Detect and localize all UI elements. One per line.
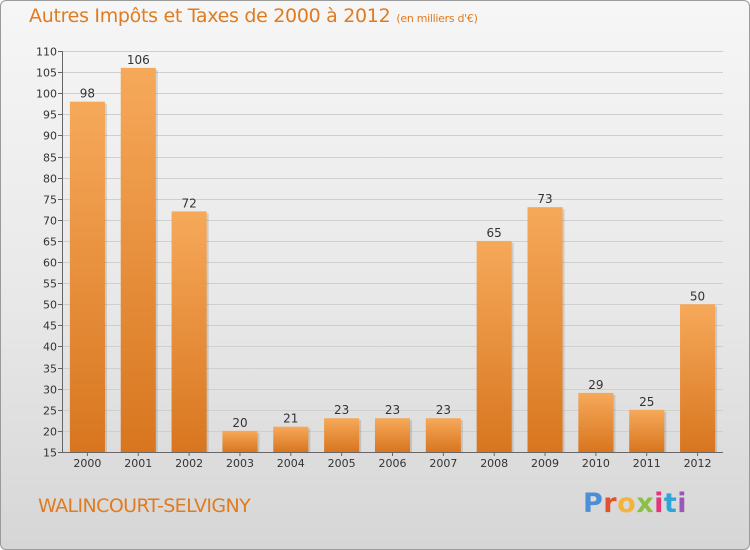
axes <box>58 51 723 456</box>
bar <box>680 304 716 452</box>
y-tick-label: 65 <box>43 236 57 249</box>
data-label: 65 <box>487 226 502 240</box>
x-tick-label: 2007 <box>429 457 457 470</box>
data-label: 20 <box>232 416 247 430</box>
bar <box>120 67 156 452</box>
commune-name: WALINCOURT-SELVIGNY <box>38 495 251 517</box>
logo-letter: r <box>603 488 618 519</box>
x-tick-label: 2001 <box>124 457 152 470</box>
logo-letter: x <box>636 488 655 519</box>
gridlines <box>62 51 723 453</box>
y-tick-label: 70 <box>43 215 57 228</box>
bar <box>273 426 309 452</box>
logo-letter: o <box>617 488 637 519</box>
x-tick-label: 2002 <box>175 457 203 470</box>
data-label: 50 <box>690 289 705 303</box>
y-tick-label: 85 <box>43 152 57 165</box>
y-tick-label: 15 <box>43 447 57 460</box>
y-tick-label: 75 <box>43 194 57 207</box>
data-label: 73 <box>537 192 552 206</box>
chart-title: Autres Impôts et Taxes de 2000 à 2012 (en… <box>29 5 478 27</box>
bar <box>578 392 614 452</box>
y-tick-label: 80 <box>43 173 57 186</box>
x-tick-label: 2011 <box>633 457 661 470</box>
x-tick-label: 2004 <box>277 457 305 470</box>
y-tick-label: 95 <box>43 109 57 122</box>
bar <box>629 409 665 452</box>
y-tick-label: 60 <box>43 257 57 270</box>
data-label: 98 <box>80 87 95 101</box>
y-tick-label: 110 <box>36 46 57 59</box>
logo-letter: P <box>583 488 604 519</box>
y-tick-labels: 15 20 25 30 35 40 45 50 55 60 65 70 75 80 85 90 95 100 105… <box>36 46 57 460</box>
y-tick-label: 30 <box>43 384 57 397</box>
x-tick-labels: 2000 2001 2002 2003 2004 2005 2006 2007 2008 2009… <box>73 457 711 470</box>
bar <box>425 418 461 452</box>
data-label: 106 <box>127 53 150 67</box>
y-tick-label: 45 <box>43 320 57 333</box>
y-tick-label: 90 <box>43 130 57 143</box>
x-tick-label: 2008 <box>480 457 508 470</box>
bar <box>324 418 360 452</box>
data-label: 23 <box>436 403 451 417</box>
y-tick-label: 40 <box>43 341 57 354</box>
y-tick-label: 100 <box>36 88 57 101</box>
y-tick-label: 35 <box>43 363 57 376</box>
x-tick-label: 2012 <box>684 457 712 470</box>
logo-letter: t <box>663 488 678 519</box>
x-tick-label: 2000 <box>73 457 101 470</box>
bar <box>527 207 563 452</box>
bar <box>222 430 258 452</box>
y-tick-label: 105 <box>36 67 57 80</box>
data-label: 29 <box>588 378 603 392</box>
x-tick-label: 2006 <box>379 457 407 470</box>
data-label: 23 <box>385 403 400 417</box>
logo-letter: i <box>654 488 664 519</box>
x-tick-label: 2005 <box>328 457 356 470</box>
data-label: 72 <box>181 196 196 210</box>
y-tick-label: 55 <box>43 278 57 291</box>
x-tick-label: 2003 <box>226 457 254 470</box>
bar <box>374 418 411 452</box>
data-label: 21 <box>283 412 298 426</box>
x-tick-label: 2009 <box>531 457 559 470</box>
bar <box>476 240 512 452</box>
logo-letter: i <box>677 488 688 519</box>
bar <box>69 101 105 452</box>
data-label: 25 <box>639 395 654 409</box>
data-label: 23 <box>334 403 349 417</box>
chart-title-main: Autres Impôts et Taxes de 2000 à 2012 <box>29 5 391 27</box>
bar <box>171 211 207 452</box>
bars <box>69 67 718 452</box>
chart-title-unit: (en milliers d'€) <box>396 12 478 25</box>
y-tick-label: 20 <box>43 426 57 439</box>
y-tick-label: 25 <box>43 405 57 418</box>
x-tick-label: 2010 <box>582 457 610 470</box>
proxiti-logo: Proxiti <box>583 488 687 519</box>
data-labels: 98 106 72 20 21 23 23 23 65 73 29 25 50 <box>80 53 705 430</box>
y-tick-label: 50 <box>43 299 57 312</box>
